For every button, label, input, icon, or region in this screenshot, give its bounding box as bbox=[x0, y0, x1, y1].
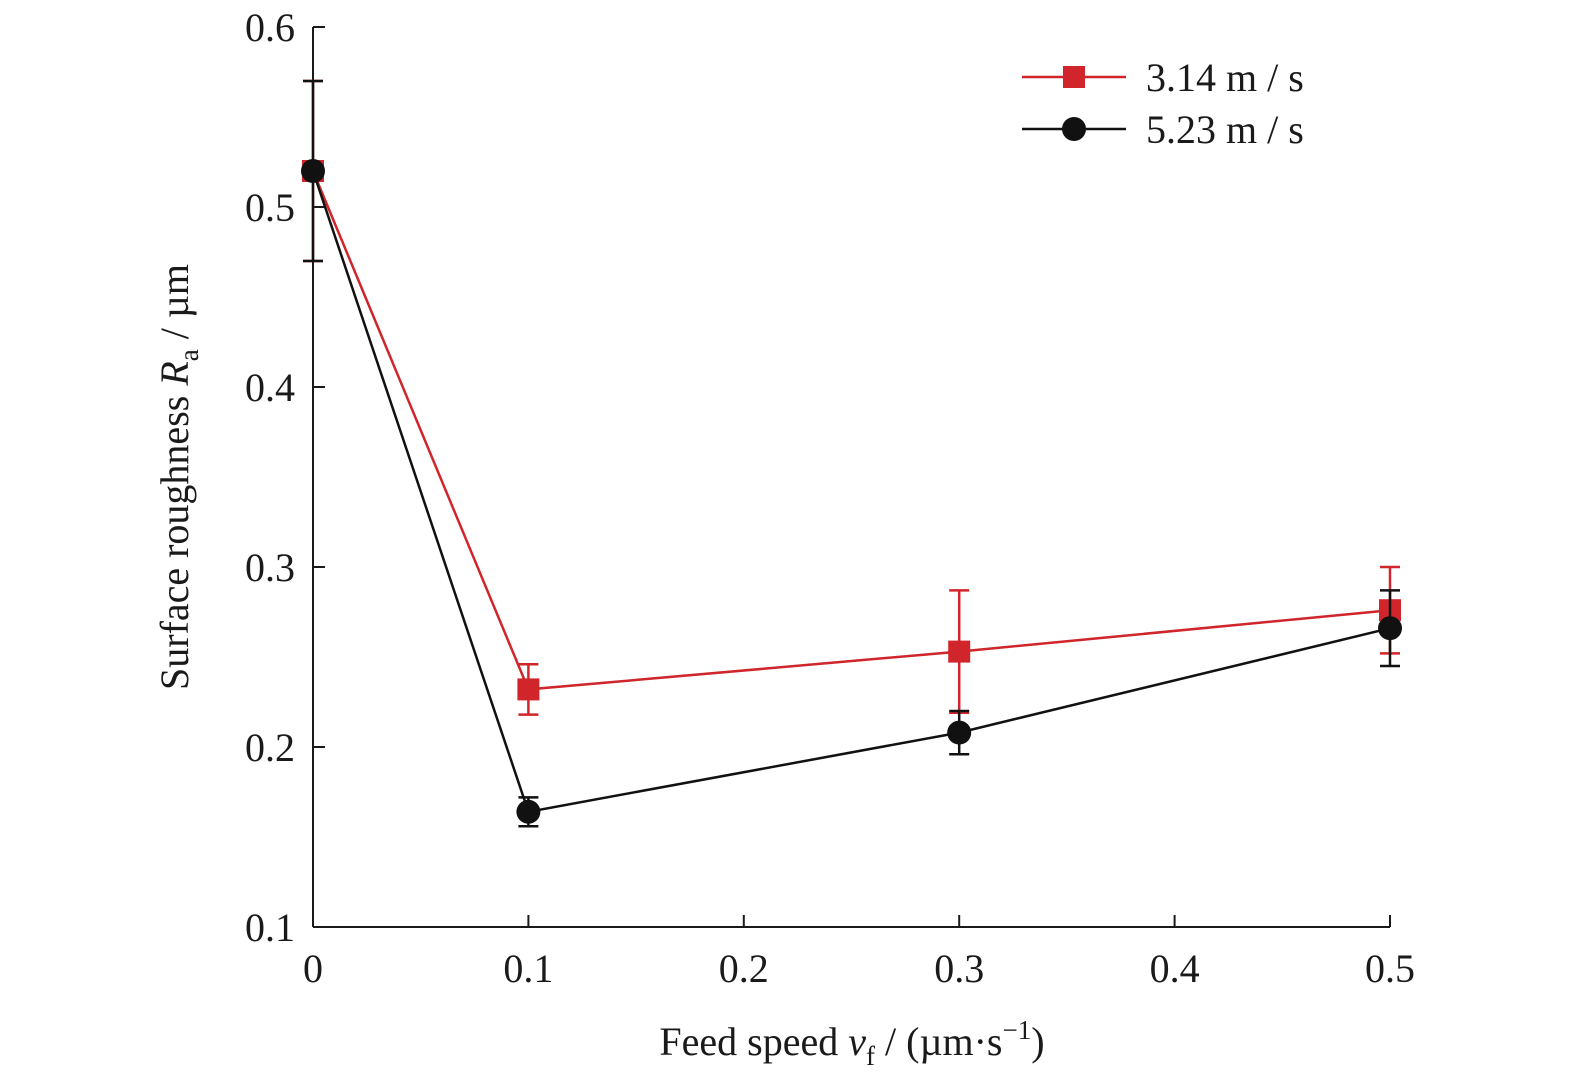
legend-marker-circle bbox=[1062, 117, 1086, 141]
x-axis-title-close: ) bbox=[1031, 1019, 1044, 1064]
y-axis-title-unit: / µm bbox=[152, 264, 197, 349]
data-point-square bbox=[948, 640, 971, 663]
axes bbox=[312, 27, 1390, 928]
legend-marker-square bbox=[1063, 66, 1085, 88]
series-line bbox=[311, 170, 1391, 814]
series-1 bbox=[302, 79, 1401, 716]
series-line bbox=[311, 170, 1391, 691]
x-axis-title-superscript: −1 bbox=[1003, 1015, 1032, 1045]
data-point-circle bbox=[516, 799, 541, 824]
legend-label: 3.14 m / s bbox=[1146, 55, 1304, 100]
y-axis-title: Surface roughness Ra / µm bbox=[152, 264, 204, 690]
data-point-square bbox=[517, 678, 540, 701]
x-tick-label: 0.3 bbox=[934, 946, 984, 991]
x-tick-label: 0.1 bbox=[503, 946, 553, 991]
legend-label: 5.23 m / s bbox=[1146, 107, 1304, 152]
data-point-circle bbox=[1378, 616, 1402, 641]
y-tick-label: 0.4 bbox=[245, 365, 295, 410]
x-axis-title-variable: v bbox=[848, 1019, 866, 1064]
y-axis-title-variable: R bbox=[152, 361, 197, 386]
y-axis-title-subscript: a bbox=[174, 349, 204, 361]
data-point-circle bbox=[947, 720, 972, 745]
x-tick-label: 0.2 bbox=[719, 946, 769, 991]
x-tick-label: 0.4 bbox=[1150, 946, 1200, 991]
y-axis-title-text: Surface roughness bbox=[152, 386, 197, 690]
y-tick-label: 0.6 bbox=[245, 5, 295, 50]
y-tick-label: 0.1 bbox=[245, 905, 295, 950]
x-axis-title-unit: / (µm·s bbox=[875, 1019, 1002, 1064]
x-tick-label: 0.5 bbox=[1365, 946, 1415, 991]
x-axis-title: Feed speed vf / (µm·s−1) bbox=[659, 1015, 1044, 1071]
y-tick-label: 0.5 bbox=[245, 185, 295, 230]
data-point-circle bbox=[301, 159, 325, 183]
x-axis-title-text: Feed speed bbox=[659, 1019, 848, 1064]
x-tick-label: 0 bbox=[303, 946, 323, 991]
x-axis-title-subscript: f bbox=[866, 1041, 875, 1071]
y-tick-label: 0.2 bbox=[245, 725, 295, 770]
legend: 3.14 m / s 5.23 m / s bbox=[1022, 55, 1304, 152]
ticks: 0 0.1 0.2 0.3 0.4 0.50.10.20.30.40.50.6 bbox=[245, 5, 1415, 991]
y-tick-label: 0.3 bbox=[245, 545, 295, 590]
series-2 bbox=[301, 79, 1402, 828]
series-group bbox=[301, 79, 1402, 828]
